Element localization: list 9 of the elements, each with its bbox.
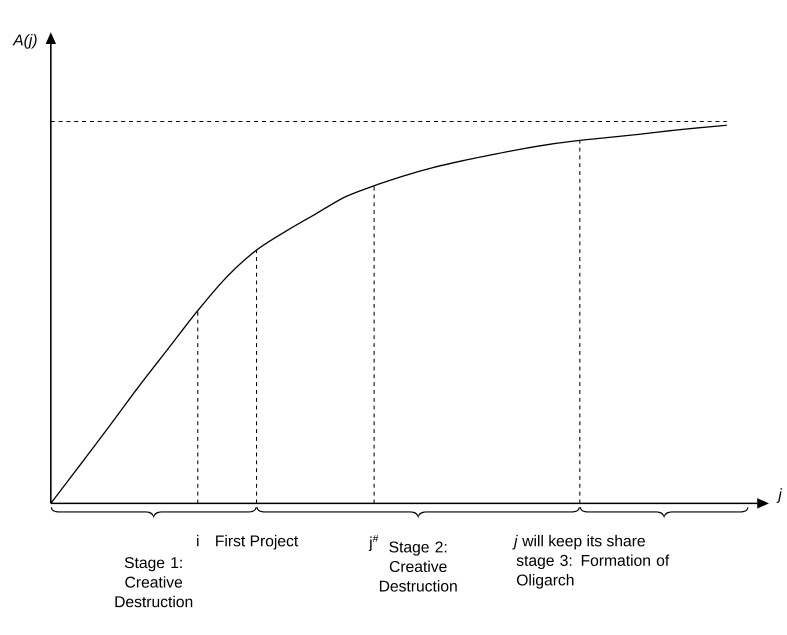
y-axis-title: A(j) <box>12 34 37 48</box>
text: Stage 2: Creative Destruction <box>380 541 457 592</box>
text: Stage 1: Creative Destruction <box>115 556 192 608</box>
x-axis-title: j <box>776 488 782 503</box>
x-tick-label: j will keep its share <box>512 534 645 550</box>
x-tick-label: i <box>197 534 198 546</box>
x-tick-label: First Project <box>216 534 298 550</box>
x-tick-label: j$^{#}$ <box>368 534 378 551</box>
text: stage 3: Formation of Oligarch <box>516 554 670 588</box>
